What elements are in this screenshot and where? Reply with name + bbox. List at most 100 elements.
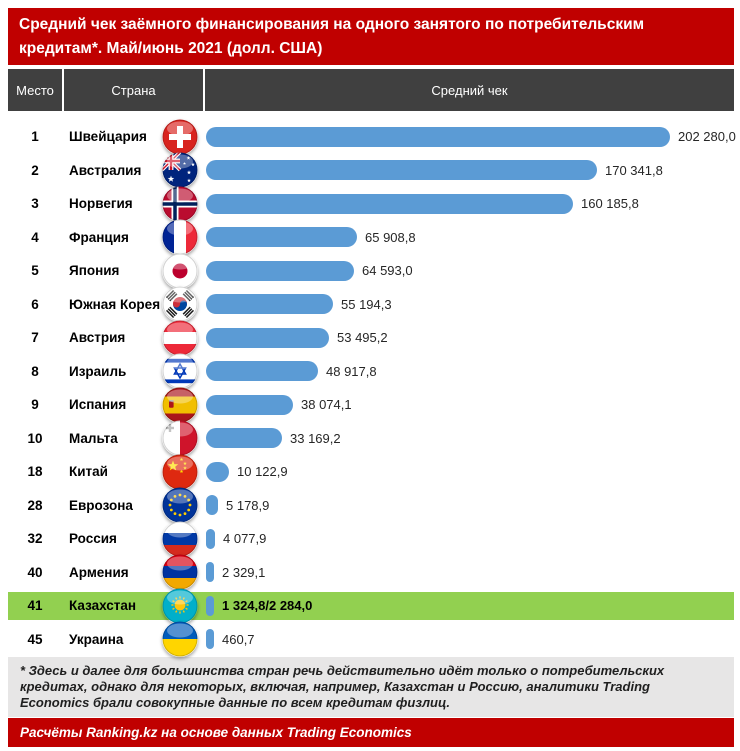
bar-area: 38 074,1 [206,394,734,415]
flag-icon-il [162,353,198,389]
rank-cell: 8 [31,363,39,379]
table-row: 4 Франция 65 908,8 [8,219,734,255]
bar-area: 170 341,8 [206,160,734,181]
value-bar [206,629,214,650]
rank-cell: 40 [27,564,43,580]
table-header-row: Место Страна Средний чек [8,69,734,111]
country-name: Мальта [69,430,118,446]
value-bar [206,193,573,214]
flag-icon-kz [162,588,198,624]
value-bar [206,160,597,181]
bar-area: 33 169,2 [206,428,734,449]
flag-icon-kr [162,286,198,322]
table-row: 6 Южная Корея 55 194,3 [8,286,734,322]
table-row: 7 Австрия 53 495,2 [8,320,734,356]
table-row: 45 Украина 460,7 [8,621,734,657]
rank-cell: 7 [31,330,39,346]
value-bar [206,562,214,583]
content-area: Средний чек заёмного финансирования на о… [8,8,736,747]
chart-title: Средний чек заёмного финансирования на о… [8,8,734,65]
value-label: 53 495,2 [337,330,388,346]
table-row: 18 Китай 10 122,9 [8,454,734,490]
value-label: 5 178,9 [226,497,270,513]
flag-icon-au [162,152,198,188]
value-label: 38 074,1 [301,397,352,413]
country-name: Еврозона [69,497,133,513]
value-label: 170 341,8 [605,162,663,178]
value-bar [206,361,318,382]
bar-area: 53 495,2 [206,327,734,348]
rank-cell: 2 [31,162,39,178]
value-label: 48 917,8 [326,363,377,379]
chart-title-line2: Май/июнь 2021 (долл. США) [106,40,323,57]
value-bar [206,327,329,348]
value-label: 1 324,8/2 284,0 [222,598,313,614]
flag-icon-fr [162,219,198,255]
chart-title-line1: Средний чек заёмного финансирования на о… [19,16,645,57]
footnote-text: * Здесь и далее для большинства стран ре… [8,657,734,717]
country-name: Норвегия [69,196,133,212]
country-name: Швейцария [69,129,147,145]
value-label: 33 169,2 [290,430,341,446]
flag-icon-eu [162,487,198,523]
table-row: 2 Австралия 170 341,8 [8,152,734,188]
country-name: Израиль [69,363,127,379]
flag-icon-no [162,186,198,222]
value-label: 202 280,0 [678,129,736,145]
country-name: Франция [69,229,129,245]
flag-icon-cn [162,454,198,490]
flag-icon-ua [162,621,198,657]
flag-icon-ch [162,119,198,155]
country-name: Австрия [69,330,126,346]
value-bar [206,394,293,415]
ranking-rows: 1 Швейцария 202 280,0 2 Австралия 170 34… [8,119,736,657]
column-header-country: Страна [64,69,203,111]
rank-cell: 41 [27,598,43,614]
table-row: 32 Россия 4 077,9 [8,521,734,557]
rank-cell: 32 [27,531,43,547]
rank-cell: 6 [31,296,39,312]
bar-area: 460,7 [206,629,734,650]
rank-cell: 28 [27,497,43,513]
value-bar [206,126,670,147]
rank-cell: 5 [31,263,39,279]
value-bar [206,428,282,449]
value-bar [206,495,218,516]
flag-icon-am [162,554,198,590]
flag-icon-at [162,320,198,356]
column-header-average: Средний чек [205,69,734,111]
value-bar [206,227,357,248]
table-row: 41 Казахстан 1 324,8/2 284,0 [8,588,734,624]
table-row: 10 Мальта 33 169,2 [8,420,734,456]
bar-area: 55 194,3 [206,294,734,315]
value-bar [206,595,214,616]
value-label: 64 593,0 [362,263,413,279]
rank-cell: 4 [31,229,39,245]
bar-area: 5 178,9 [206,495,734,516]
bar-area: 1 324,8/2 284,0 [206,595,734,616]
rank-cell: 45 [27,631,43,647]
rank-cell: 9 [31,397,39,413]
bar-area: 65 908,8 [206,227,734,248]
source-caption: Расчёты Ranking.kz на основе данных Trad… [8,718,734,747]
bar-area: 4 077,9 [206,528,734,549]
country-name: Армения [69,564,129,580]
bar-area: 2 329,1 [206,562,734,583]
value-label: 55 194,3 [341,296,392,312]
value-label: 2 329,1 [222,564,266,580]
table-row: 9 Испания 38 074,1 [8,387,734,423]
flag-icon-ru [162,521,198,557]
country-name: Южная Корея [69,296,161,312]
country-name: Япония [69,263,120,279]
rank-cell: 1 [31,129,39,145]
table-row: 8 Израиль 48 917,8 [8,353,734,389]
table-row: 40 Армения 2 329,1 [8,554,734,590]
value-label: 460,7 [222,631,255,647]
flag-icon-jp [162,253,198,289]
country-name: Китай [69,464,108,480]
value-bar [206,528,215,549]
value-bar [206,260,354,281]
flag-icon-mt [162,420,198,456]
table-row: 5 Япония 64 593,0 [8,253,734,289]
